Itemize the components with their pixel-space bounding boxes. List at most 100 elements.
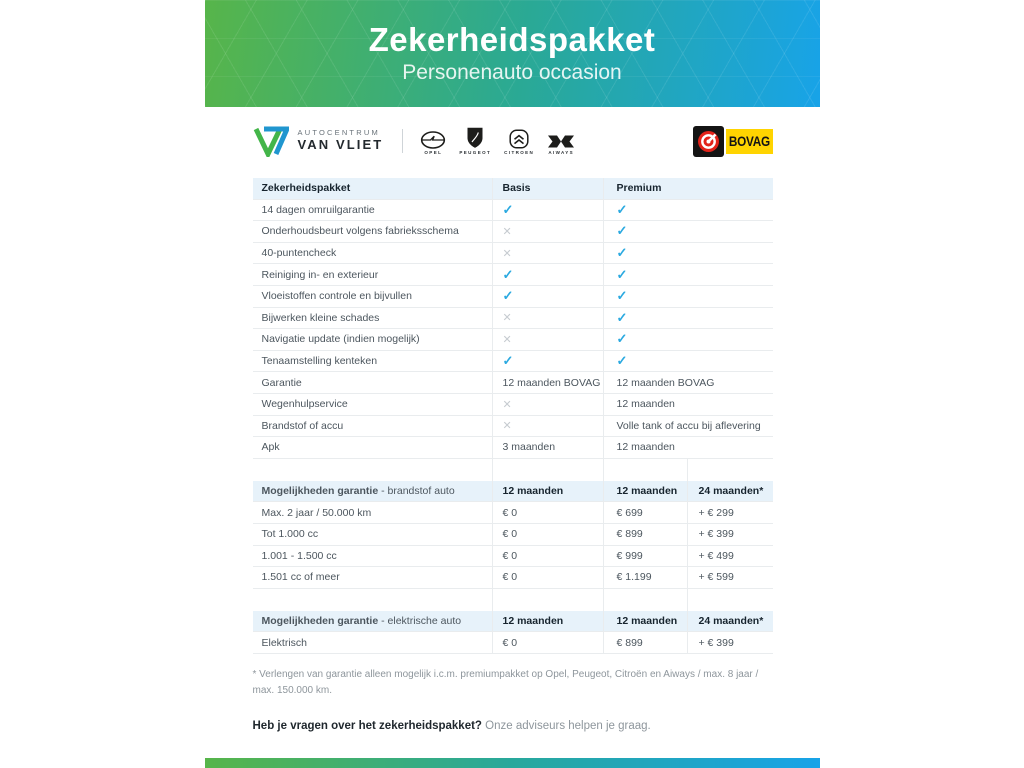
electric-header-col3: 24 maanden*: [686, 610, 773, 632]
basis-value: ✕: [491, 393, 603, 415]
price-24m: + € 599: [686, 567, 773, 588]
basis-value: ✕: [491, 415, 603, 437]
logo-row: AUTOCENTRUM VAN VLIET OPEL: [253, 120, 773, 162]
brand-citroen-label: CITROEN: [504, 150, 535, 155]
table-row: Onderhoudsbeurt volgens fabrieksschema ✕…: [252, 221, 773, 243]
aiways-icon: [548, 135, 575, 148]
price-24m: + € 399: [686, 632, 773, 653]
row-label: Navigatie update (indien mogelijk): [261, 333, 420, 346]
electric-title-bold: Mogelijkheden garantie: [261, 614, 379, 627]
price-12m: € 0: [491, 632, 603, 653]
price-12m-2: € 899: [602, 523, 687, 545]
spacer-cell: [602, 458, 687, 481]
table-row: 1.501 cc of meer € 0 € 1.199 + € 599: [252, 567, 773, 589]
page-title: Zekerheidspakket: [368, 20, 656, 58]
row-label: Tot 1.000 cc: [261, 528, 319, 541]
basis-value: ✓: [491, 350, 603, 372]
price-24m: + € 399: [686, 523, 773, 545]
main-table-header: Zekerheidspakket Basis Premium: [252, 178, 773, 200]
row-label: 1.501 cc of meer: [261, 571, 340, 584]
comparison-table: Zekerheidspakket Basis Premium 14 dagen …: [252, 178, 773, 654]
electric-title-rest: - elektrische auto: [378, 614, 462, 627]
dealer-and-brands: AUTOCENTRUM VAN VLIET OPEL: [253, 126, 576, 157]
price-12m: € 0: [491, 545, 603, 567]
van-vliet-v7-icon: [253, 126, 289, 157]
basis-value: 12 maanden BOVAG: [491, 372, 603, 393]
question-bold: Heb je vragen over het zekerheidspakket?: [252, 719, 482, 732]
row-label: Bijwerken kleine schades: [261, 311, 380, 324]
brand-citroen: CITROEN: [504, 129, 534, 155]
premium-value: ✓: [602, 285, 773, 307]
price-12m-2: € 699: [602, 502, 687, 523]
fuel-title-bold: Mogelijkheden garantie: [261, 485, 379, 498]
basis-value: ✓: [491, 264, 603, 285]
row-label: Apk: [261, 441, 280, 454]
row-label: Reiniging in- en exterieur: [261, 268, 379, 281]
basis-value: ✕: [491, 329, 603, 350]
table-row: Bijwerken kleine schades ✕ ✓: [252, 307, 773, 330]
premium-value: ✓: [602, 199, 773, 221]
premium-value: Volle tank of accu bij aflevering: [602, 415, 773, 437]
divider: [402, 129, 404, 153]
fuel-title-rest: - brandstof auto: [378, 485, 455, 498]
page-subtitle: Personenauto occasion: [402, 61, 622, 85]
row-label: 1.001 - 1.500 cc: [261, 549, 337, 562]
electric-section-title: Mogelijkheden garantie - elektrische aut…: [253, 611, 492, 632]
table-row: Apk 3 maanden 12 maanden: [252, 437, 773, 459]
question-rest: Onze adviseurs helpen je graag.: [481, 719, 651, 732]
premium-value: ✓: [602, 264, 773, 285]
price-12m: € 0: [491, 502, 603, 523]
fuel-header-col1: 12 maanden: [491, 480, 603, 502]
price-12m: € 0: [491, 523, 603, 545]
premium-value: ✓: [602, 329, 773, 350]
fuel-header-col3: 24 maanden*: [686, 480, 773, 502]
spacer-cell: [253, 459, 492, 481]
bovag-label: BOVAG: [728, 133, 770, 149]
table-row: 1.001 - 1.500 cc € 0 € 999 + € 499: [252, 545, 773, 568]
fuel-section-header: Mogelijkheden garantie - brandstof auto …: [252, 480, 773, 503]
dealer-logo: AUTOCENTRUM VAN VLIET: [253, 126, 384, 157]
bovag-wheel-icon: [692, 125, 724, 157]
table-row: Tot 1.000 cc € 0 € 899 + € 399: [252, 523, 773, 546]
table-row: Wegenhulpservice ✕ 12 maanden: [252, 393, 773, 416]
electric-section-header: Mogelijkheden garantie - elektrische aut…: [252, 610, 773, 633]
row-label: Max. 2 jaar / 50.000 km: [261, 506, 372, 519]
dealer-name: AUTOCENTRUM VAN VLIET: [297, 127, 384, 154]
spacer-cell: [686, 588, 773, 611]
table-row: Garantie 12 maanden BOVAG 12 maanden BOV…: [252, 372, 773, 394]
table-spacer: [253, 458, 773, 481]
main-header-basis: Basis: [491, 178, 603, 199]
dealer-name-bottom: VAN VLIET: [297, 137, 384, 153]
price-12m-2: € 999: [602, 545, 687, 567]
basis-value: ✕: [491, 307, 603, 329]
row-label: Garantie: [261, 376, 302, 389]
table-row: 40-puntencheck ✕ ✓: [252, 242, 773, 265]
row-label: Wegenhulpservice: [261, 398, 348, 411]
table-row: Reiniging in- en exterieur ✓ ✓: [252, 264, 773, 286]
brand-aiways-label: AIWAYS: [548, 150, 575, 155]
spacer-cell: [253, 589, 492, 611]
premium-value: ✓: [602, 221, 773, 242]
premium-value: ✓: [602, 242, 773, 264]
brand-aiways: AIWAYS: [547, 134, 575, 155]
footnote: * Verlengen van garantie alleen mogelijk…: [252, 668, 759, 696]
table-row: Navigatie update (indien mogelijk) ✕ ✓: [252, 329, 773, 351]
bovag-flag: BOVAG: [725, 128, 773, 154]
premium-value: 12 maanden BOVAG: [602, 372, 773, 393]
brand-opel: OPEL: [420, 131, 446, 155]
table-spacer: [253, 588, 773, 611]
table-row: Vloeistoffen controle en bijvullen ✓ ✓: [252, 285, 773, 308]
dealer-name-top: AUTOCENTRUM: [297, 127, 380, 137]
row-label: 40-puntencheck: [261, 247, 337, 260]
basis-value: ✕: [491, 221, 603, 242]
brand-logos: OPEL PEUGEOT CITROEN: [420, 127, 575, 155]
header-banner: Zekerheidspakket Personenauto occasion: [204, 0, 820, 107]
price-12m-2: € 1.199: [602, 567, 687, 588]
row-label: Tenaamstelling kenteken: [261, 355, 378, 368]
fuel-section-title: Mogelijkheden garantie - brandstof auto: [253, 481, 492, 502]
basis-value: ✕: [491, 242, 603, 264]
spacer-cell: [491, 458, 603, 481]
fuel-header-col2: 12 maanden: [602, 480, 687, 502]
table-row: Brandstof of accu ✕ Volle tank of accu b…: [252, 415, 773, 438]
price-24m: + € 499: [686, 545, 773, 567]
